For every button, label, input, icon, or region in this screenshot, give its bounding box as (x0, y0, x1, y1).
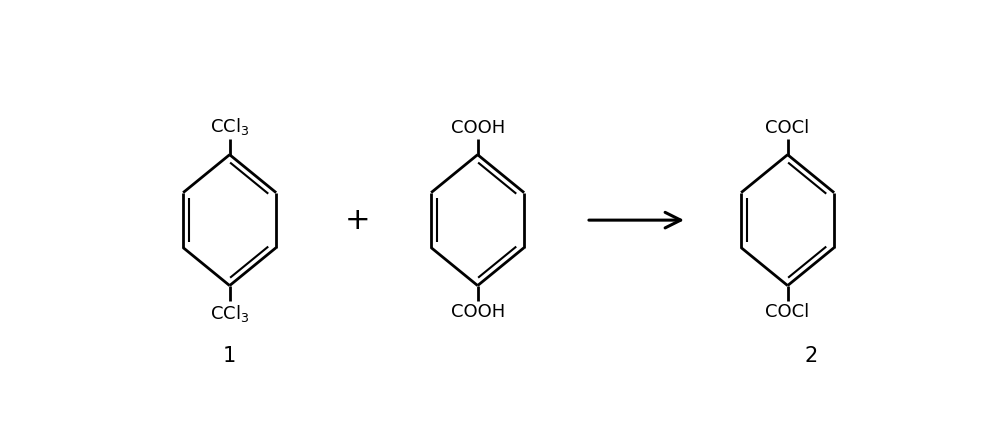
Text: 1: 1 (223, 347, 236, 366)
Text: COCl: COCl (766, 303, 810, 321)
Text: CCl$_3$: CCl$_3$ (210, 116, 249, 137)
Text: COCl: COCl (766, 119, 810, 137)
Text: COOH: COOH (450, 303, 505, 321)
Text: COOH: COOH (450, 119, 505, 137)
Text: 2: 2 (804, 347, 818, 366)
Text: +: + (345, 206, 370, 235)
Text: CCl$_3$: CCl$_3$ (210, 303, 249, 324)
